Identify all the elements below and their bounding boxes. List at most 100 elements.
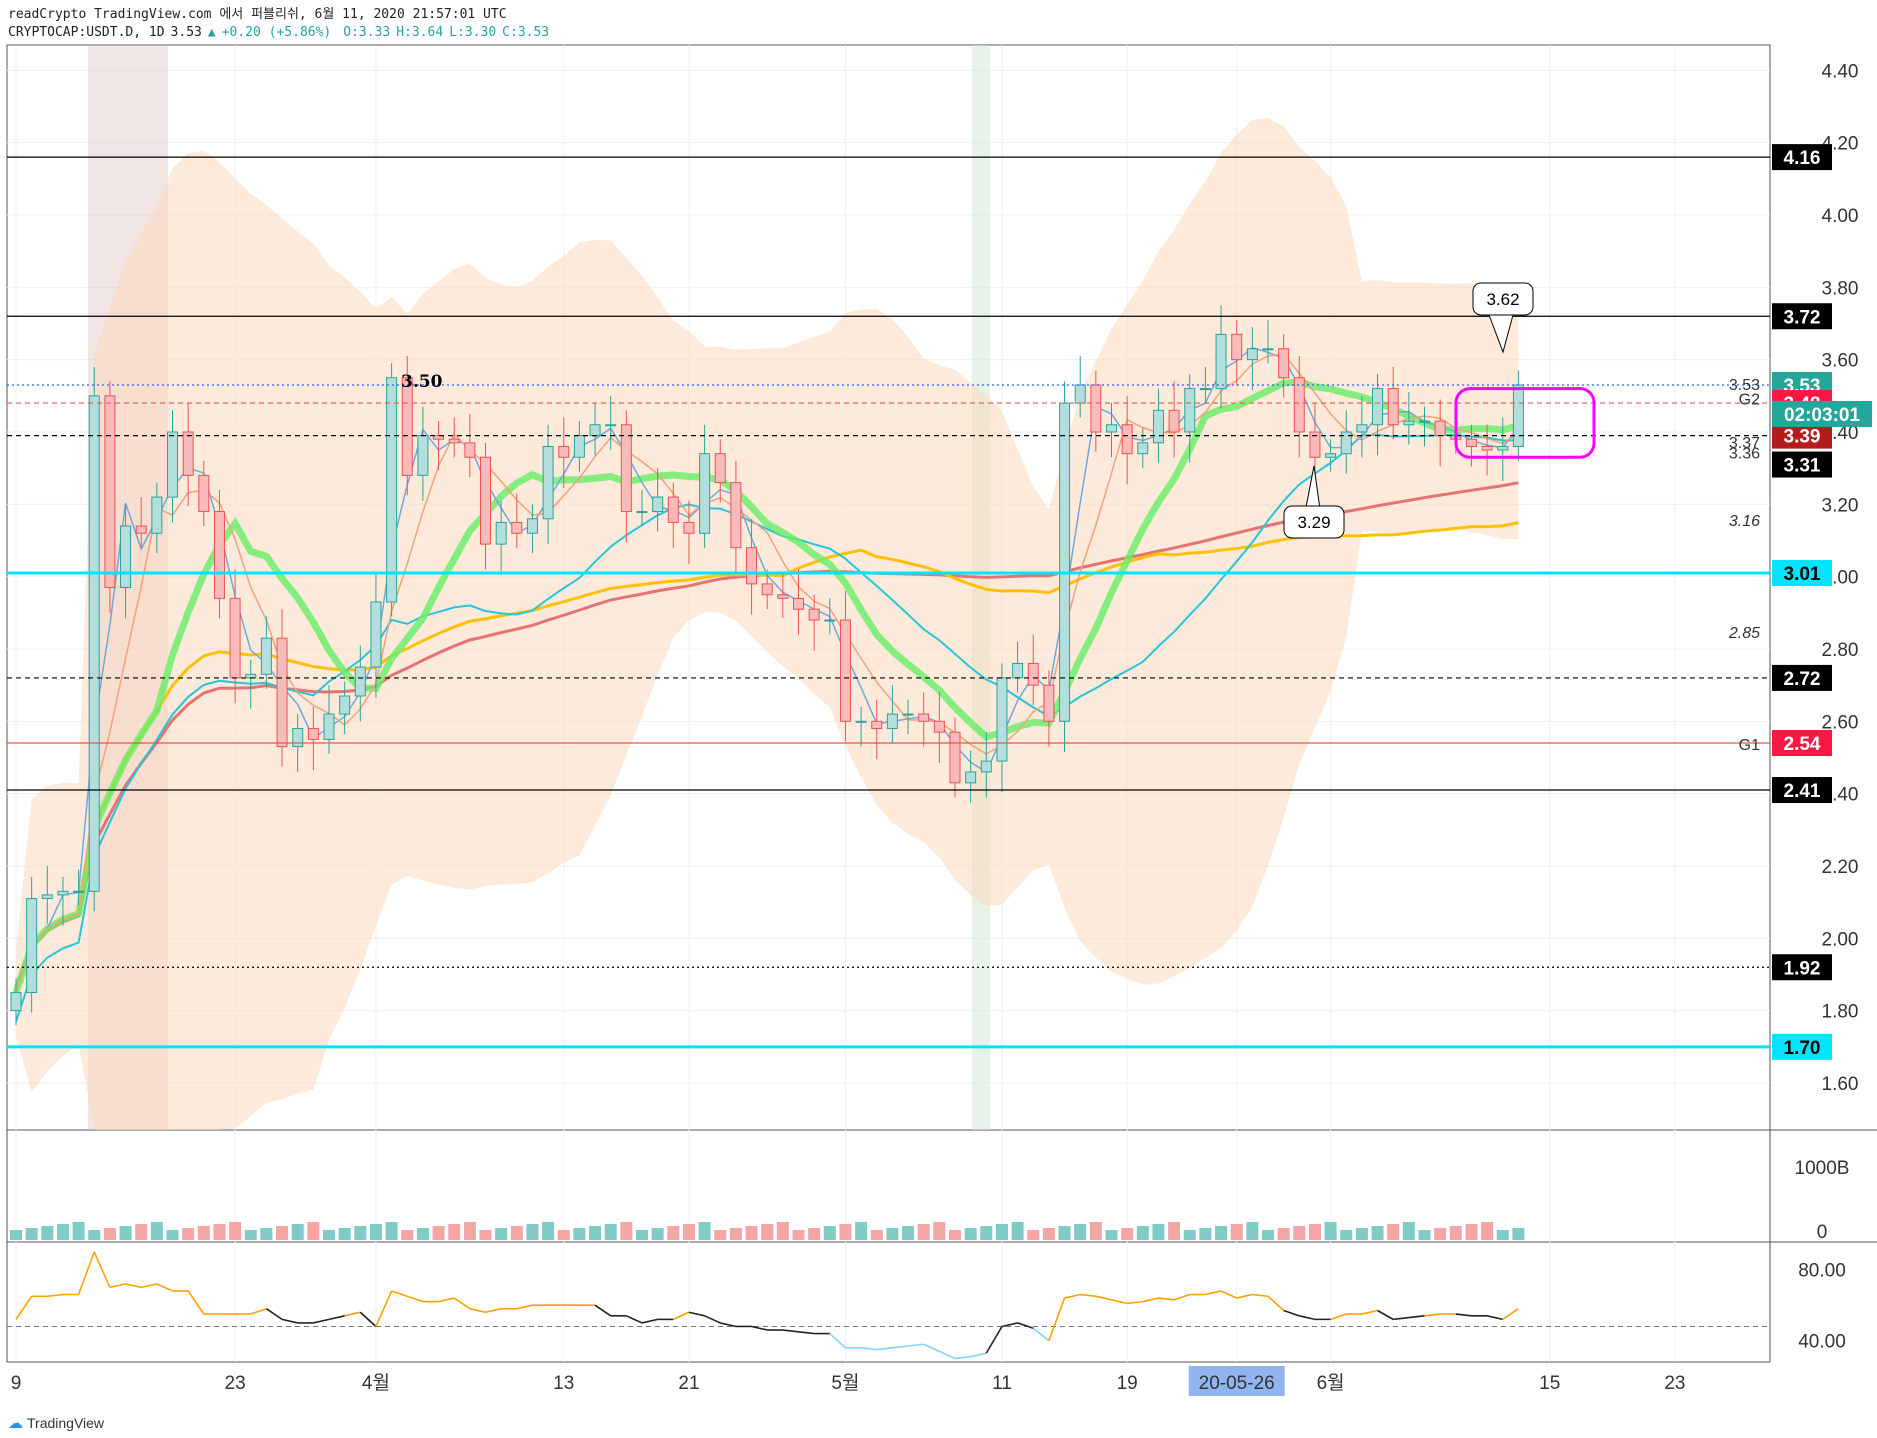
candle-body (793, 597, 804, 610)
osc-segment (265, 1308, 283, 1321)
x-tick-label: 11 (992, 1373, 1012, 1394)
volume-bar (1152, 1224, 1165, 1240)
candle-body (980, 760, 992, 773)
candle-body (542, 445, 554, 520)
candle (855, 706, 867, 747)
label-3-50: 3.50 (401, 372, 443, 392)
osc-segment (141, 1283, 158, 1289)
osc-segment (939, 1350, 956, 1360)
osc-segment (1095, 1295, 1112, 1301)
x-highlight-box (1188, 1366, 1285, 1396)
osc-segment (970, 1352, 987, 1358)
y-tick-label: 2.80 (1822, 640, 1859, 661)
candle-body (777, 594, 789, 599)
volume-bar (604, 1224, 617, 1240)
candle-body (26, 898, 38, 994)
level-box-2.41 (1772, 777, 1832, 804)
candle (1137, 428, 1149, 469)
y-tick-label: 4.00 (1822, 206, 1859, 227)
osc-segment (1252, 1293, 1269, 1298)
candle (57, 876, 69, 926)
osc-segment (1220, 1290, 1238, 1299)
candle-body (1387, 388, 1399, 426)
candle-body (1309, 431, 1321, 458)
osc-segment (626, 1315, 643, 1324)
volume-bar (1293, 1226, 1306, 1240)
volume-bar (260, 1228, 273, 1240)
candle-body (182, 431, 194, 476)
candle-body (401, 377, 413, 476)
candle (620, 410, 632, 543)
osc-segment (720, 1322, 737, 1328)
candle (1106, 403, 1117, 458)
candle (699, 424, 711, 548)
candle-body (1246, 348, 1258, 361)
candle (886, 685, 898, 744)
candle-body (683, 521, 695, 534)
candle (871, 699, 883, 760)
x-tick-label: 5월 (831, 1372, 859, 1394)
candle (1325, 439, 1337, 472)
candle-body (526, 518, 538, 534)
callout-3-29-bubble (1283, 505, 1345, 539)
y-tick-label: 2.20 (1822, 857, 1859, 878)
osc-segment (1377, 1309, 1394, 1321)
x-tick-label: 23 (1664, 1373, 1685, 1394)
volume-bar (1042, 1228, 1055, 1240)
osc-segment (1267, 1295, 1285, 1312)
osc-segment (516, 1304, 533, 1310)
candle (1356, 395, 1368, 458)
volume-bar (150, 1222, 163, 1240)
x-tick-label: 15 (1539, 1373, 1560, 1394)
volume-bar (1324, 1222, 1337, 1240)
candle (1199, 366, 1211, 404)
right-label-G1: G1 (1739, 737, 1760, 754)
candle (918, 692, 930, 747)
volume-bar (1168, 1222, 1181, 1240)
callout-3-62-bubble (1472, 282, 1534, 316)
candle-body (73, 890, 85, 893)
volume-bar (1011, 1222, 1024, 1240)
candle-body (965, 771, 977, 784)
candle-body (1293, 377, 1305, 433)
volume-bar (1340, 1230, 1353, 1240)
volume-bar (25, 1228, 38, 1240)
level-box-2.72 (1772, 664, 1832, 691)
candle (1246, 327, 1258, 391)
volume-bar (995, 1224, 1008, 1240)
volume-bar (448, 1224, 461, 1240)
candle (276, 609, 288, 767)
candle-body (480, 456, 491, 545)
footer: ☁ TradingView (8, 1414, 104, 1432)
candle (1497, 417, 1509, 481)
candle (824, 598, 836, 635)
osc-segment (594, 1304, 612, 1317)
osc-segment (156, 1283, 173, 1292)
candle-body (1215, 333, 1227, 390)
level-label-2.54: 2.54 (1784, 734, 1821, 755)
volume-bar (56, 1224, 69, 1240)
candle-body (730, 482, 742, 549)
osc-segment (1299, 1315, 1316, 1321)
x-tick-label: 21 (678, 1373, 699, 1394)
volume-bar (1230, 1224, 1243, 1240)
candle (401, 356, 413, 496)
osc-segment (469, 1307, 486, 1314)
up-arrow-icon: ▲ (207, 25, 216, 40)
volume-bar (526, 1224, 539, 1240)
high-label: H:3.64 (396, 25, 444, 40)
osc-segment (1017, 1322, 1034, 1330)
candle (448, 417, 460, 458)
candle-body (1372, 388, 1384, 426)
candle (1465, 424, 1477, 467)
volume-bar (416, 1228, 429, 1240)
symbol-label: CRYPTOCAP:USDT.D, 1D (8, 25, 165, 40)
callout-3-62-pointer (1488, 314, 1514, 354)
volume-bar (1215, 1226, 1228, 1240)
candle-body (699, 453, 711, 534)
candle-body (746, 547, 758, 585)
candle-body (339, 695, 351, 715)
volume-bar (1246, 1222, 1259, 1240)
volume-bar (291, 1224, 304, 1240)
